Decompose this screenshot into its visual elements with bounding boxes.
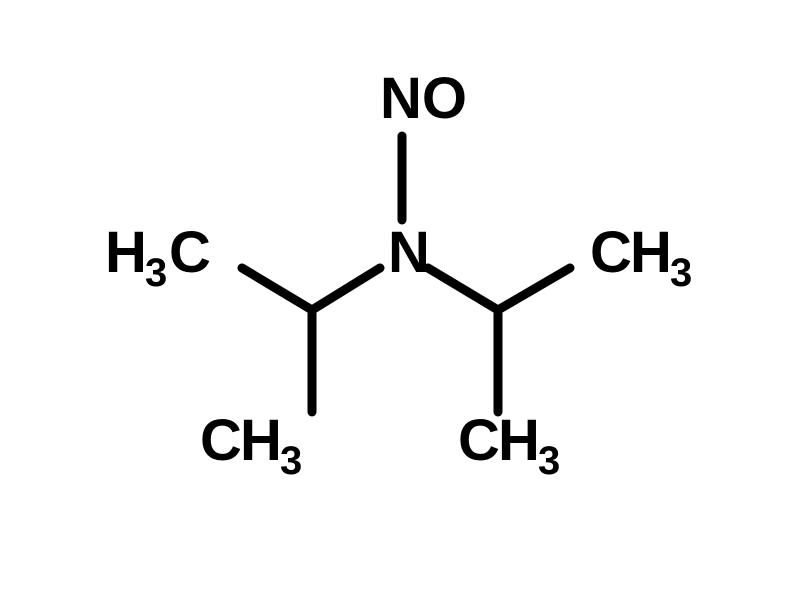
atom-h3c-left: H 3 C	[105, 220, 211, 295]
svg-text:H: H	[105, 220, 147, 285]
svg-text:H: H	[240, 408, 282, 473]
svg-text:H: H	[630, 220, 672, 285]
atom-ch3-right: C H 3	[590, 220, 692, 295]
svg-text:C: C	[590, 220, 632, 285]
atom-ch3-lb: C H 3	[200, 408, 302, 483]
bond-cr-ch3r	[498, 268, 570, 310]
svg-text:3: 3	[538, 439, 560, 483]
svg-text:C: C	[169, 220, 211, 285]
bond-n-cr	[428, 268, 498, 310]
svg-text:C: C	[200, 408, 242, 473]
svg-text:3: 3	[670, 251, 692, 295]
bond-cl-h3c	[242, 268, 312, 310]
svg-text:H: H	[498, 408, 540, 473]
atom-ch3-rb: C H 3	[458, 408, 560, 483]
molecule-diagram: NO N H 3 C C H 3 C H 3 C H 3	[0, 0, 800, 600]
svg-text:3: 3	[280, 439, 302, 483]
atom-no: NO	[380, 66, 467, 131]
svg-text:C: C	[458, 408, 500, 473]
atom-n: N	[388, 220, 430, 285]
svg-text:3: 3	[145, 251, 167, 295]
bond-n-cl	[312, 268, 380, 310]
